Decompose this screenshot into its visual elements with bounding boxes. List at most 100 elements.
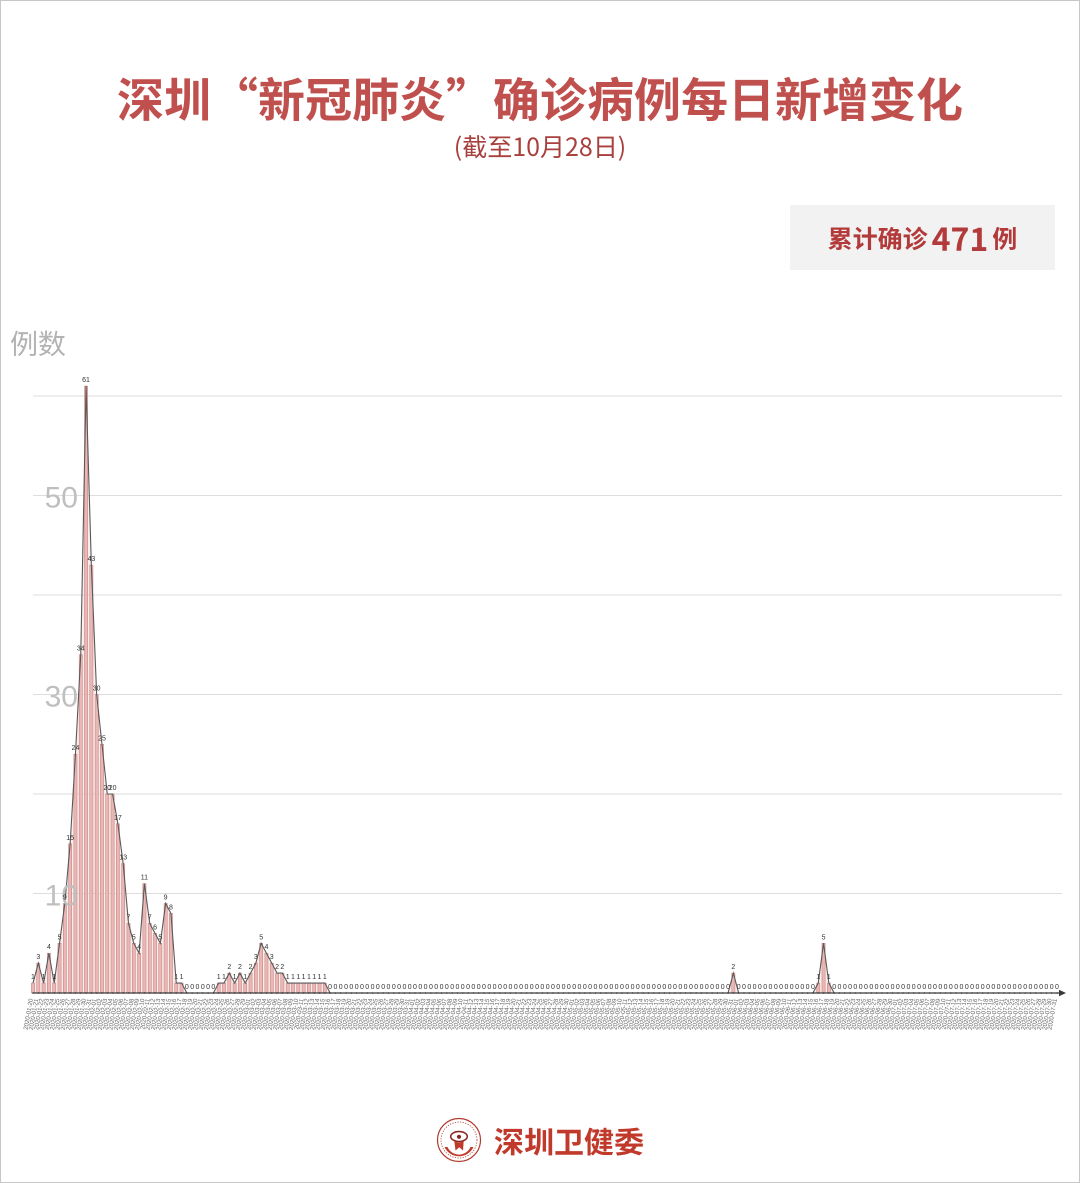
svg-text:0: 0 [498, 984, 502, 991]
svg-text:0: 0 [1023, 984, 1027, 991]
svg-text:0: 0 [928, 984, 932, 991]
svg-text:0: 0 [413, 984, 417, 991]
svg-text:7: 7 [127, 914, 131, 921]
svg-text:0: 0 [514, 984, 518, 991]
svg-text:0: 0 [387, 984, 391, 991]
svg-text:0: 0 [737, 984, 741, 991]
svg-text:3: 3 [36, 954, 40, 961]
svg-text:0: 0 [402, 984, 406, 991]
svg-text:0: 0 [997, 984, 1001, 991]
svg-text:0: 0 [721, 984, 725, 991]
svg-text:0: 0 [705, 984, 709, 991]
svg-text:1: 1 [816, 974, 820, 981]
svg-text:0: 0 [742, 984, 746, 991]
svg-text:0: 0 [445, 984, 449, 991]
svg-text:0: 0 [461, 984, 465, 991]
svg-text:1: 1 [312, 974, 316, 981]
svg-text:0: 0 [562, 984, 566, 991]
svg-text:0: 0 [392, 984, 396, 991]
svg-text:0: 0 [1055, 984, 1059, 991]
svg-text:0: 0 [763, 984, 767, 991]
svg-text:0: 0 [620, 984, 624, 991]
svg-text:0: 0 [700, 984, 704, 991]
svg-text:5: 5 [158, 934, 162, 941]
svg-text:0: 0 [556, 984, 560, 991]
svg-text:0: 0 [710, 984, 714, 991]
svg-text:0: 0 [880, 984, 884, 991]
svg-text:0: 0 [806, 984, 810, 991]
svg-text:0: 0 [673, 984, 677, 991]
svg-text:0: 0 [360, 984, 364, 991]
svg-text:1: 1 [827, 974, 831, 981]
svg-text:0: 0 [859, 984, 863, 991]
svg-text:0: 0 [397, 984, 401, 991]
svg-text:0: 0 [901, 984, 905, 991]
svg-text:2: 2 [249, 964, 253, 971]
svg-text:2: 2 [731, 964, 735, 971]
svg-text:1: 1 [291, 974, 295, 981]
svg-text:0: 0 [408, 984, 412, 991]
svg-text:0: 0 [609, 984, 613, 991]
svg-text:0: 0 [853, 984, 857, 991]
svg-text:0: 0 [535, 984, 539, 991]
svg-text:0: 0 [567, 984, 571, 991]
svg-text:30: 30 [45, 681, 78, 714]
svg-text:61: 61 [82, 377, 90, 384]
svg-text:5: 5 [259, 934, 263, 941]
svg-text:5: 5 [822, 934, 826, 941]
svg-text:0: 0 [678, 984, 682, 991]
svg-text:0: 0 [1034, 984, 1038, 991]
svg-text:20: 20 [109, 785, 117, 792]
svg-text:0: 0 [753, 984, 757, 991]
svg-text:15: 15 [66, 835, 74, 842]
svg-text:0: 0 [944, 984, 948, 991]
svg-text:10: 10 [45, 880, 78, 913]
svg-text:0: 0 [615, 984, 619, 991]
svg-text:0: 0 [875, 984, 879, 991]
svg-text:0: 0 [477, 984, 481, 991]
svg-text:0: 0 [774, 984, 778, 991]
svg-text:0: 0 [848, 984, 852, 991]
svg-text:1: 1 [174, 974, 178, 981]
svg-text:0: 0 [493, 984, 497, 991]
svg-text:0: 0 [625, 984, 629, 991]
svg-text:0: 0 [784, 984, 788, 991]
svg-text:0: 0 [190, 984, 194, 991]
svg-text:0: 0 [376, 984, 380, 991]
svg-text:1: 1 [243, 974, 247, 981]
svg-text:1: 1 [323, 974, 327, 981]
svg-text:5: 5 [132, 934, 136, 941]
svg-text:0: 0 [503, 984, 507, 991]
svg-text:9: 9 [63, 894, 67, 901]
svg-text:0: 0 [551, 984, 555, 991]
svg-text:0: 0 [885, 984, 889, 991]
svg-text:0: 0 [869, 984, 873, 991]
svg-text:1: 1 [318, 974, 322, 981]
svg-text:2: 2 [280, 964, 284, 971]
svg-text:0: 0 [328, 984, 332, 991]
svg-text:0: 0 [779, 984, 783, 991]
svg-text:1: 1 [296, 974, 300, 981]
svg-text:25: 25 [98, 735, 106, 742]
svg-text:0: 0 [355, 984, 359, 991]
svg-text:0: 0 [891, 984, 895, 991]
svg-text:0: 0 [471, 984, 475, 991]
svg-text:0: 0 [694, 984, 698, 991]
svg-text:0: 0 [986, 984, 990, 991]
svg-text:4: 4 [47, 944, 51, 951]
svg-text:1: 1 [42, 974, 46, 981]
svg-text:30: 30 [93, 686, 101, 693]
svg-text:3: 3 [270, 954, 274, 961]
svg-text:0: 0 [975, 984, 979, 991]
svg-text:0: 0 [912, 984, 916, 991]
svg-text:0: 0 [1013, 984, 1017, 991]
svg-text:0: 0 [519, 984, 523, 991]
svg-text:0: 0 [185, 984, 189, 991]
svg-text:0: 0 [938, 984, 942, 991]
svg-text:0: 0 [917, 984, 921, 991]
svg-text:24: 24 [72, 745, 80, 752]
svg-text:0: 0 [429, 984, 433, 991]
svg-text:0: 0 [572, 984, 576, 991]
svg-text:0: 0 [896, 984, 900, 991]
svg-text:4: 4 [137, 944, 141, 951]
